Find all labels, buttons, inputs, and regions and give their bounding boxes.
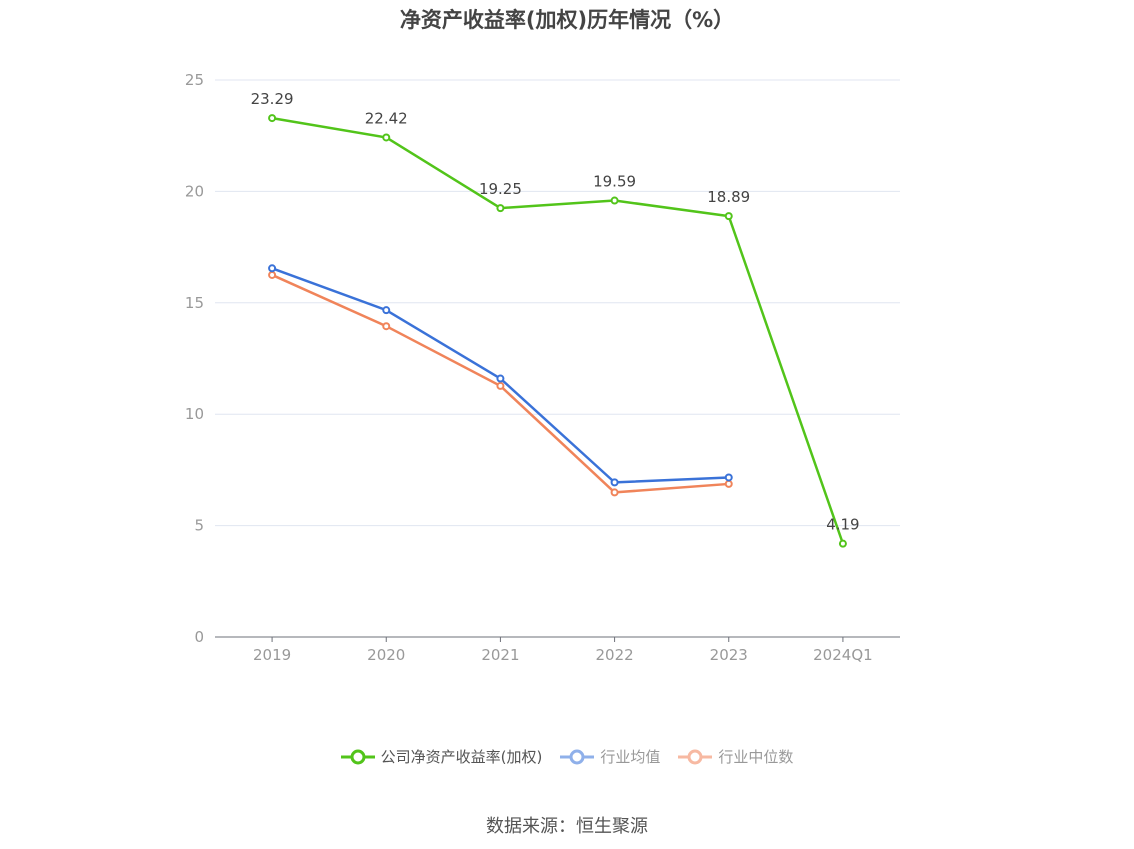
legend-line-marker-icon bbox=[678, 749, 713, 764]
x-tick-label: 2024Q1 bbox=[813, 646, 873, 664]
legend-label: 行业中位数 bbox=[718, 748, 794, 766]
data-label: 22.42 bbox=[365, 109, 408, 127]
y-axis-ticks: 0 5 10 15 20 25 bbox=[185, 71, 204, 646]
data-labels: 23.29 22.42 19.25 19.59 18.89 4.19 bbox=[251, 90, 860, 534]
data-point bbox=[496, 374, 505, 383]
data-label: 19.59 bbox=[593, 173, 636, 191]
data-point bbox=[382, 322, 391, 331]
x-tick-label: 2022 bbox=[595, 646, 633, 664]
y-tick-label: 5 bbox=[194, 517, 204, 535]
data-point bbox=[610, 478, 619, 487]
legend-item-company-roe[interactable]: 公司净资产收益率(加权) bbox=[340, 746, 543, 767]
data-point bbox=[382, 306, 391, 315]
data-point bbox=[268, 114, 277, 123]
data-source: 数据来源：恒生聚源 bbox=[486, 816, 648, 837]
y-tick-label: 20 bbox=[185, 182, 204, 200]
data-label: 19.25 bbox=[479, 180, 522, 198]
x-tick-label: 2019 bbox=[253, 646, 291, 664]
x-tick-label: 2020 bbox=[367, 646, 405, 664]
x-tick-label: 2023 bbox=[710, 646, 748, 664]
legend-line-marker-icon bbox=[340, 749, 375, 764]
data-point bbox=[268, 264, 277, 273]
legend-line-marker-icon bbox=[560, 749, 595, 764]
data-point bbox=[838, 539, 847, 548]
data-label: 18.89 bbox=[707, 188, 750, 206]
data-point bbox=[724, 212, 733, 221]
data-point bbox=[610, 488, 619, 497]
data-label: 4.19 bbox=[826, 516, 859, 534]
legend-label: 行业均值 bbox=[600, 748, 661, 766]
series-line bbox=[271, 116, 845, 545]
legend-item-industry-median[interactable]: 行业中位数 bbox=[678, 746, 793, 767]
data-point bbox=[724, 473, 733, 482]
data-label: 23.29 bbox=[251, 90, 294, 108]
grid-lines bbox=[215, 79, 900, 527]
data-point bbox=[382, 133, 391, 142]
x-axis: 2019 2020 2021 2022 2023 2024Q1 bbox=[215, 636, 900, 664]
series-lines bbox=[268, 114, 847, 548]
chart-title: 净资产收益率(加权)历年情况（%） bbox=[399, 8, 735, 32]
y-tick-label: 25 bbox=[185, 71, 204, 89]
data-point bbox=[268, 270, 277, 279]
data-point bbox=[610, 196, 619, 205]
data-point bbox=[724, 479, 733, 488]
y-tick-label: 10 bbox=[185, 405, 204, 423]
data-point bbox=[496, 381, 505, 390]
y-tick-label: 0 bbox=[194, 628, 204, 646]
legend: 公司净资产收益率(加权) 行业均值 行业中位数 bbox=[0, 746, 1134, 767]
x-tick-label: 2021 bbox=[481, 646, 519, 664]
legend-item-industry-mean[interactable]: 行业均值 bbox=[560, 746, 660, 767]
legend-label: 公司净资产收益率(加权) bbox=[380, 748, 543, 766]
data-point bbox=[496, 204, 505, 213]
y-tick-label: 15 bbox=[185, 294, 204, 312]
